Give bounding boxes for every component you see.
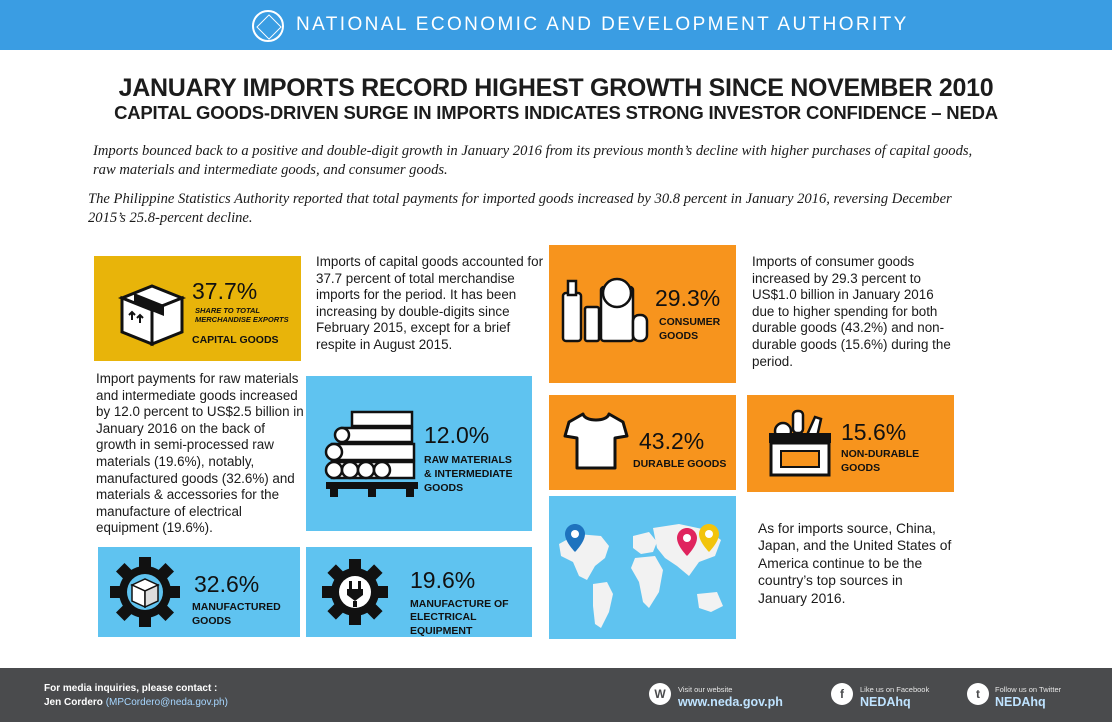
non-durable-goods-label-2: GOODS	[841, 462, 881, 474]
header-bar: NATIONAL ECONOMIC AND DEVELOPMENT AUTHOR…	[0, 0, 1112, 50]
page-subtitle: CAPITAL GOODS-DRIVEN SURGE IN IMPORTS IN…	[114, 102, 998, 123]
facebook-link[interactable]: NEDAhq	[860, 695, 911, 709]
consumer-goods-label-2: GOODS	[659, 330, 699, 342]
twitter-icon[interactable]: t	[967, 683, 989, 705]
manufactured-goods-panel: 32.6% MANUFACTURED GOODS	[98, 547, 300, 637]
website-icon[interactable]: W	[649, 683, 671, 705]
raw-materials-text: Import payments for raw materials and in…	[96, 371, 304, 536]
facebook-caption: Like us on Facebook	[860, 685, 930, 694]
capital-goods-share-line1: SHARE TO TOTAL	[195, 306, 261, 315]
non-durable-goods-label-1: NON-DURABLE	[841, 448, 920, 460]
tshirt-icon	[563, 412, 629, 470]
neda-seal-icon	[252, 10, 284, 42]
media-contact-line: Jen Cordero (MPCordero@neda.gov.ph)	[44, 697, 228, 708]
consumer-goods-text: Imports of consumer goods increased by 2…	[752, 254, 951, 369]
electrical-equipment-percent: 19.6%	[410, 567, 476, 593]
website-link[interactable]: www.neda.gov.ph	[678, 695, 783, 709]
electrical-equipment-panel: 19.6% MANUFACTURE OF ELECTRICAL EQUIPMEN…	[306, 547, 532, 637]
footer-bar: For media inquiries, please contact : Je…	[0, 668, 1112, 722]
raw-materials-percent: 12.0%	[424, 422, 490, 448]
twitter-link[interactable]: NEDAhq	[995, 695, 1046, 709]
facebook-icon[interactable]: f	[831, 683, 853, 705]
non-durable-goods-panel: 15.6% NON-DURABLE GOODS	[747, 395, 954, 492]
raw-materials-panel: 12.0% RAW MATERIALS & INTERMEDIATE GOODS	[306, 376, 532, 531]
media-contact-heading: For media inquiries, please contact :	[44, 683, 218, 694]
electrical-equipment-label-2: ELECTRICAL EQUIPMENT	[410, 611, 477, 637]
manufactured-goods-label-2: GOODS	[192, 615, 232, 627]
electrical-equipment-label-1: MANUFACTURE OF	[410, 598, 509, 610]
raw-materials-label-1: RAW MATERIALS	[424, 454, 512, 466]
intro-paragraph-1: Imports bounced back to a positive and d…	[93, 143, 973, 178]
import-sources-map-panel	[549, 496, 736, 639]
page-title: JANUARY IMPORTS RECORD HIGHEST GROWTH SI…	[118, 74, 994, 102]
lumber-icon	[324, 410, 418, 497]
website-caption: Visit our website	[678, 685, 733, 694]
bottles-icon	[561, 277, 649, 343]
basket-icon	[769, 409, 831, 477]
twitter-caption: Follow us on Twitter	[995, 685, 1062, 694]
consumer-goods-percent: 29.3%	[655, 285, 721, 311]
durable-goods-label: DURABLE GOODS	[633, 458, 727, 470]
media-contact-email[interactable]: (MPCordero@neda.gov.ph)	[105, 697, 228, 708]
gear-plug-icon	[322, 559, 388, 625]
raw-materials-label-3: GOODS	[424, 482, 464, 494]
durable-goods-panel: 43.2% DURABLE GOODS	[549, 395, 736, 490]
box-icon	[117, 284, 187, 347]
import-sources-text: As for imports source, China, Japan, and…	[758, 521, 952, 606]
non-durable-goods-percent: 15.6%	[841, 419, 907, 445]
capital-goods-percent: 37.7%	[192, 278, 258, 304]
capital-goods-label: CAPITAL GOODS	[192, 334, 279, 346]
agency-name: NATIONAL ECONOMIC AND DEVELOPMENT AUTHOR…	[296, 14, 909, 35]
raw-materials-label-2: & INTERMEDIATE	[424, 468, 513, 480]
capital-goods-share-line2: MERCHANDISE EXPORTS	[195, 315, 289, 324]
capital-goods-text: Imports of capital goods accounted for 3…	[316, 254, 544, 352]
media-contact-name: Jen Cordero	[44, 697, 103, 708]
capital-goods-panel: 37.7% SHARE TO TOTAL MERCHANDISE EXPORTS…	[94, 256, 301, 361]
durable-goods-percent: 43.2%	[639, 428, 705, 454]
consumer-goods-panel: 29.3% CONSUMER GOODS	[549, 245, 736, 383]
manufactured-goods-label-1: MANUFACTURED	[192, 601, 281, 613]
intro-paragraph-2: The Philippine Statistics Authority repo…	[88, 191, 952, 226]
consumer-goods-label-1: CONSUMER	[659, 316, 721, 328]
world-map-icon	[559, 524, 723, 628]
manufactured-goods-percent: 32.6%	[194, 571, 260, 597]
gear-box-icon	[110, 557, 180, 627]
